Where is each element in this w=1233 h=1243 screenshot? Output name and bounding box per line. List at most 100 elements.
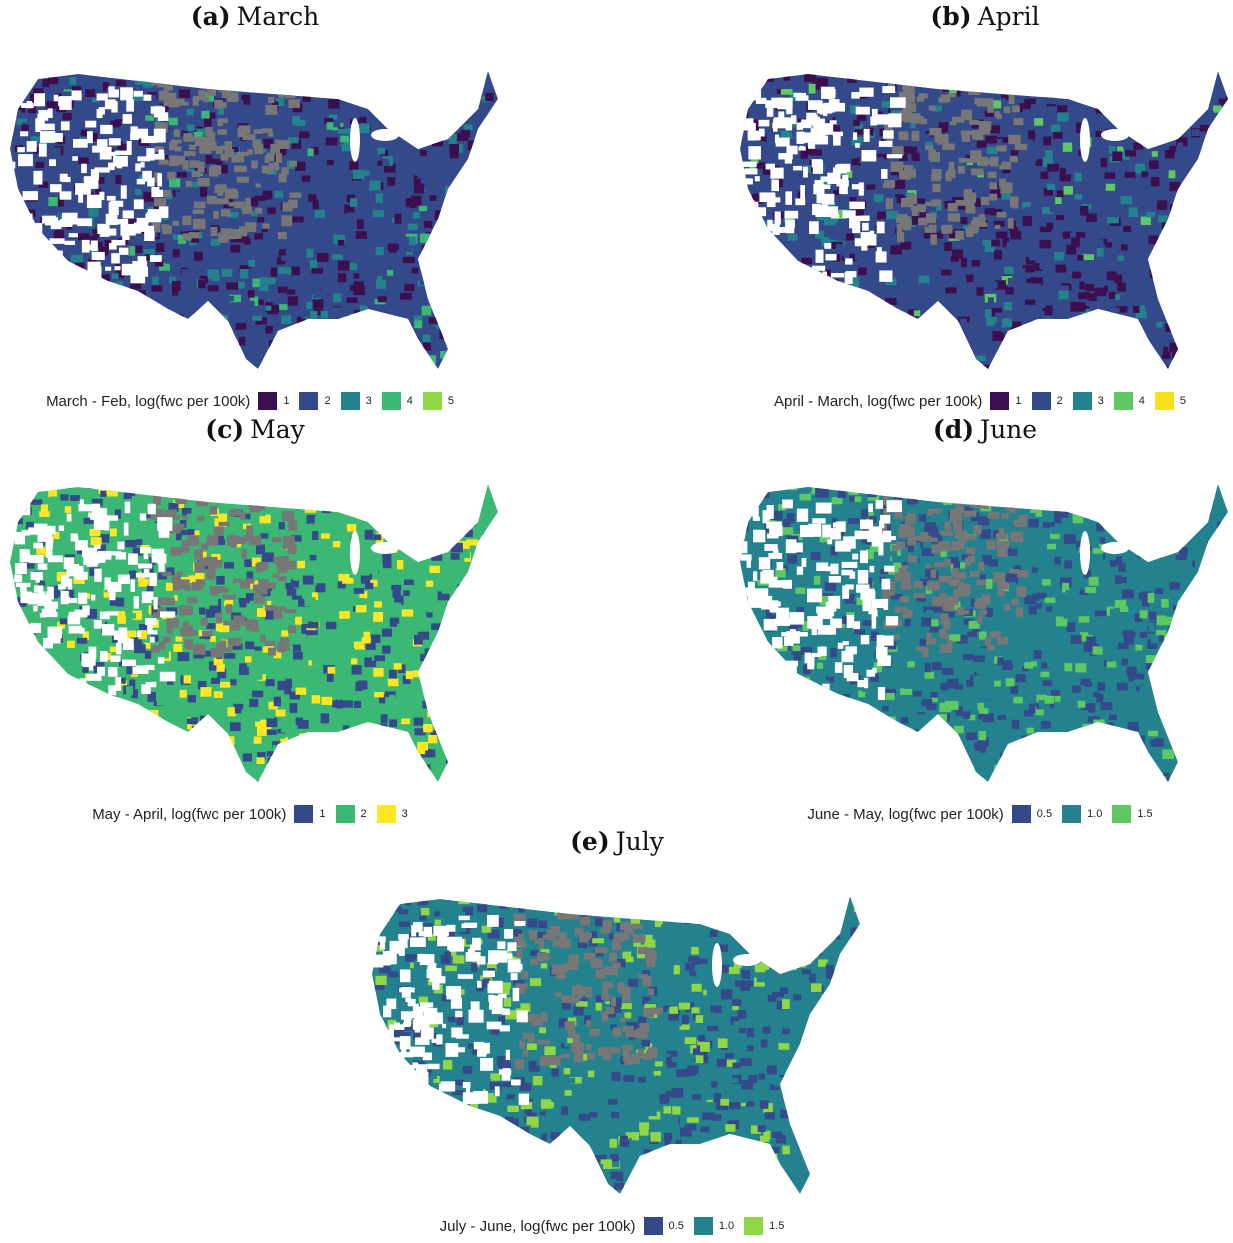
county bbox=[239, 76, 249, 84]
county bbox=[1042, 157, 1053, 168]
county bbox=[974, 498, 984, 504]
county bbox=[1067, 777, 1079, 782]
county bbox=[1136, 735, 1145, 745]
county bbox=[361, 736, 373, 742]
county bbox=[815, 230, 824, 239]
county bbox=[165, 582, 174, 591]
county bbox=[478, 672, 491, 680]
county bbox=[936, 781, 947, 782]
panel: (a) March March - Feb, log(fwc per 100k) 1 2… bbox=[0, 0, 510, 410]
county bbox=[858, 543, 866, 551]
county bbox=[326, 122, 334, 130]
county bbox=[988, 559, 998, 567]
county bbox=[864, 549, 874, 560]
county bbox=[265, 305, 272, 311]
county bbox=[172, 286, 179, 296]
no-data bbox=[1013, 519, 1027, 527]
county bbox=[138, 630, 147, 640]
no-data bbox=[938, 629, 946, 634]
county bbox=[799, 676, 811, 684]
county bbox=[1106, 346, 1115, 355]
no-data bbox=[980, 196, 990, 205]
county bbox=[1022, 215, 1032, 226]
blank bbox=[11, 628, 19, 642]
county bbox=[686, 896, 698, 902]
blank bbox=[819, 107, 825, 115]
county bbox=[239, 779, 248, 782]
blank bbox=[879, 687, 886, 701]
county bbox=[108, 698, 121, 706]
blank bbox=[114, 266, 121, 271]
county bbox=[1133, 673, 1145, 680]
county bbox=[375, 246, 384, 256]
county bbox=[1026, 727, 1034, 734]
blank bbox=[113, 89, 119, 98]
county bbox=[910, 358, 918, 367]
blank bbox=[803, 133, 820, 143]
county bbox=[913, 757, 921, 765]
county bbox=[299, 373, 309, 375]
county bbox=[824, 158, 835, 167]
blank bbox=[843, 665, 853, 679]
county bbox=[241, 513, 251, 520]
county bbox=[406, 236, 417, 246]
county bbox=[1159, 776, 1167, 782]
county bbox=[221, 255, 234, 263]
county bbox=[429, 195, 437, 201]
county bbox=[446, 239, 456, 249]
county bbox=[451, 606, 464, 613]
county bbox=[471, 745, 483, 752]
county bbox=[345, 495, 354, 506]
blank bbox=[49, 159, 56, 167]
county bbox=[279, 497, 289, 505]
county bbox=[758, 347, 770, 357]
no-data bbox=[1004, 603, 1011, 611]
county bbox=[324, 190, 331, 197]
county bbox=[477, 642, 486, 648]
county bbox=[423, 724, 433, 733]
county bbox=[815, 298, 823, 307]
county bbox=[769, 83, 780, 92]
county bbox=[446, 514, 458, 524]
county bbox=[1059, 174, 1071, 182]
county bbox=[342, 725, 350, 731]
county bbox=[224, 562, 234, 569]
county bbox=[15, 218, 24, 228]
county bbox=[334, 714, 346, 720]
county bbox=[499, 277, 510, 283]
county bbox=[14, 506, 21, 513]
county bbox=[1020, 86, 1031, 94]
county bbox=[483, 368, 494, 369]
no-data bbox=[255, 183, 261, 188]
no-data bbox=[933, 562, 945, 567]
county bbox=[168, 502, 179, 512]
county bbox=[451, 749, 460, 757]
blank bbox=[816, 193, 823, 204]
county bbox=[460, 659, 472, 670]
county bbox=[741, 255, 754, 261]
county bbox=[1034, 238, 1041, 246]
blank bbox=[149, 255, 162, 262]
map-body bbox=[740, 71, 1228, 369]
county bbox=[301, 624, 310, 634]
county bbox=[10, 84, 19, 92]
county bbox=[741, 72, 749, 82]
no-data bbox=[949, 508, 960, 517]
county bbox=[147, 776, 157, 782]
county bbox=[1148, 235, 1159, 245]
county bbox=[1060, 618, 1068, 627]
blank bbox=[108, 162, 115, 171]
county bbox=[211, 71, 218, 77]
county bbox=[394, 595, 404, 605]
county bbox=[741, 611, 753, 618]
county bbox=[365, 777, 378, 782]
blank bbox=[773, 118, 778, 132]
blank bbox=[72, 565, 84, 575]
county bbox=[976, 484, 988, 490]
no-data bbox=[230, 539, 237, 548]
county bbox=[740, 526, 749, 532]
no-data bbox=[931, 199, 942, 207]
county bbox=[481, 586, 493, 592]
county bbox=[939, 713, 948, 721]
blank bbox=[842, 210, 856, 219]
